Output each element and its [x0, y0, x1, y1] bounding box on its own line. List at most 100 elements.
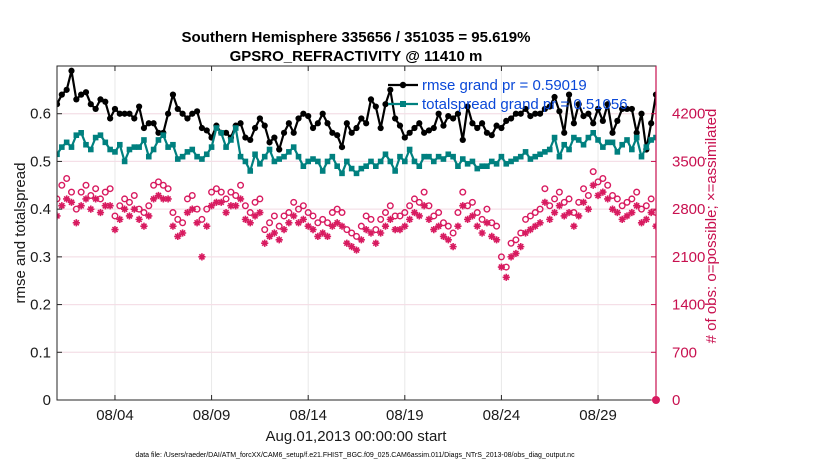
series-0-point-4 [73, 96, 80, 103]
series-1-point-115 [609, 139, 616, 146]
series-2-point-42 [256, 195, 264, 203]
series-2-point-87 [473, 209, 481, 217]
series-3-point-50 [294, 219, 303, 227]
series-2-point-30 [198, 215, 206, 223]
series-0-point-29 [193, 108, 201, 115]
series-2-point-50 [295, 205, 303, 213]
series-1-point-106 [566, 146, 572, 153]
series-2-point-74 [410, 195, 418, 203]
series-3-point-11 [106, 202, 114, 210]
series-0-point-103 [551, 93, 558, 101]
series-1-point-47 [281, 153, 287, 160]
series-1-point-65 [368, 158, 374, 165]
series-3-point-40 [246, 219, 254, 227]
series-2-point-65 [367, 215, 375, 223]
series-3-point-64 [362, 225, 370, 234]
x-tick-label-4: 08/24 [483, 407, 521, 424]
series-1-point-104 [556, 153, 563, 160]
series-1-point-54 [315, 158, 321, 165]
series-2-point-101 [541, 185, 549, 193]
series-3-point-108 [575, 212, 583, 220]
series-1-point-101 [542, 149, 548, 155]
series-1-point-4 [73, 132, 80, 138]
series-2-point-66 [372, 226, 380, 234]
series-1-point-71 [397, 153, 403, 160]
series-3-point-123 [647, 208, 655, 217]
y-tick-label-2: 0.2 [30, 297, 51, 314]
series-1-point-123 [648, 137, 654, 143]
series-3-point-26 [178, 229, 187, 237]
series-1-point-25 [174, 156, 181, 162]
series-0-point-54 [314, 120, 321, 127]
series-3-point-99 [531, 222, 539, 230]
series-2-point-15 [125, 198, 133, 206]
series-3-point-29 [193, 219, 201, 227]
series-3-point-1 [58, 202, 66, 210]
series-2-point-1 [58, 181, 66, 189]
series-1-point-117 [619, 141, 625, 148]
series-3-point-119 [628, 208, 636, 217]
series-2-point-12 [111, 212, 119, 220]
series-0-point-115 [609, 129, 616, 136]
series-1-point-22 [160, 132, 167, 138]
series-0-point-99 [532, 110, 539, 117]
series-3-point-118 [623, 212, 631, 220]
series-1-point-85 [464, 161, 471, 167]
series-1-point-75 [416, 163, 423, 169]
series-0-point-100 [536, 110, 544, 117]
series-1-point-59 [339, 170, 345, 177]
series-0-point-76 [421, 129, 428, 136]
series-3-point-49 [290, 212, 298, 220]
series-2-point-97 [522, 215, 530, 223]
series-3-point-8 [92, 195, 100, 203]
series-1-point-96 [517, 153, 524, 160]
series-3-point-74 [410, 208, 419, 217]
series-2-point-125 [658, 217, 664, 223]
axes: 0 0.1 0.2 0.3 0.4 0.5 0.6 0 700 1400 2100 2800 3500 4… [30, 65, 705, 424]
series-2-point-18 [140, 209, 148, 217]
series-2-point-121 [638, 205, 646, 213]
series-2-point-38 [237, 181, 245, 189]
series-1-point-81 [445, 151, 452, 158]
series-2-point-40 [246, 209, 254, 217]
series-0-point-117 [619, 105, 626, 113]
series-1-point-14 [121, 158, 128, 165]
series-0-point-79 [435, 110, 442, 117]
series-2-point-37 [232, 192, 240, 200]
series-0-point-14 [121, 110, 128, 117]
series-0-point-5 [78, 91, 85, 98]
series-3-point-87 [473, 222, 481, 230]
series-3-point-4 [72, 219, 80, 227]
series-0-point-51 [300, 110, 307, 117]
series-3-point-90 [488, 232, 496, 241]
series-2-point-8 [92, 185, 100, 193]
series-3-point-7 [87, 205, 95, 213]
series-1-point-82 [450, 153, 456, 160]
series-2-point-22 [159, 181, 167, 189]
grid [57, 66, 656, 400]
series-3-point-78 [430, 225, 438, 234]
series-1-point-38 [237, 153, 244, 160]
series-1-point-98 [527, 156, 534, 162]
series-3-point-6 [82, 195, 90, 203]
series-3-point-12 [111, 225, 119, 234]
series-2-point-36 [227, 188, 235, 196]
x-axis-label: Aug.01,2013 00:00:00 start [266, 428, 448, 445]
series-1-point-46 [276, 156, 283, 162]
series-2-point-70 [391, 212, 399, 220]
series-1-point-61 [348, 165, 355, 172]
series-0-point-41 [251, 124, 259, 132]
y-right-tick-label-3: 2100 [672, 249, 705, 266]
series-3-point-69 [386, 215, 394, 223]
series-0-point-17 [136, 103, 143, 110]
series-2-point-72 [401, 209, 409, 217]
series-2-point-44 [266, 219, 274, 227]
series-3-point-82 [449, 243, 457, 251]
series-1-point-0 [57, 151, 60, 158]
series-2-point-86 [468, 198, 476, 206]
series-2-point-2 [63, 174, 71, 182]
series-0-point-107 [570, 120, 577, 127]
series-3-point-3 [67, 198, 76, 206]
series-1-point-28 [189, 146, 196, 153]
series-3-point-107 [570, 222, 578, 230]
